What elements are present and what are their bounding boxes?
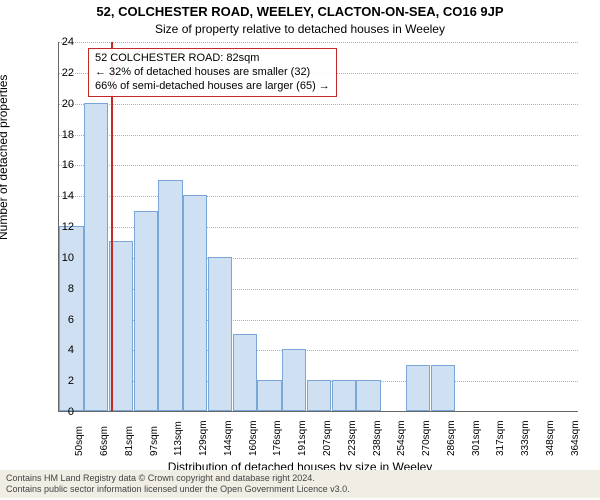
x-tick-label: 176sqm (272, 420, 283, 456)
y-tick-label: 24 (46, 36, 74, 48)
x-tick-label: 364sqm (570, 420, 581, 456)
bar (406, 365, 430, 411)
bar (208, 257, 232, 411)
bar (134, 211, 158, 411)
annotation-line: 52 COLCHESTER ROAD: 82sqm (95, 52, 330, 66)
x-tick-label: 113sqm (173, 421, 184, 456)
y-tick-label: 8 (46, 283, 74, 295)
x-tick-label: 348sqm (545, 420, 556, 456)
x-tick-label: 66sqm (99, 426, 110, 456)
gridline (59, 196, 578, 197)
reference-line (111, 42, 113, 411)
bar (356, 380, 380, 411)
x-tick-label: 81sqm (124, 426, 135, 456)
y-tick-label: 16 (46, 159, 74, 171)
footer-line-2: Contains public sector information licen… (6, 484, 594, 495)
y-tick-label: 10 (46, 252, 74, 264)
y-tick-label: 14 (46, 190, 74, 202)
bar (158, 180, 182, 411)
x-tick-label: 223sqm (347, 420, 358, 456)
x-tick-label: 270sqm (421, 420, 432, 456)
y-tick-label: 4 (46, 344, 74, 356)
x-tick-label: 129sqm (198, 420, 209, 456)
bar (307, 380, 331, 411)
plot-area (58, 42, 578, 412)
gridline (59, 42, 578, 43)
x-tick-label: 160sqm (248, 420, 259, 456)
bar (84, 103, 108, 411)
chart-title-main: 52, COLCHESTER ROAD, WEELEY, CLACTON-ON-… (0, 4, 600, 19)
bar (282, 349, 306, 411)
x-tick-label: 207sqm (322, 420, 333, 456)
bar (233, 334, 257, 411)
x-tick-label: 317sqm (495, 420, 506, 456)
y-tick-label: 22 (46, 67, 74, 79)
bar (431, 365, 455, 411)
x-tick-label: 191sqm (297, 420, 308, 456)
chart-title-sub: Size of property relative to detached ho… (0, 22, 600, 36)
y-tick-label: 6 (46, 314, 74, 326)
bar (257, 380, 281, 411)
y-tick-label: 2 (46, 375, 74, 387)
y-axis-label: Number of detached properties (0, 75, 10, 240)
gridline (59, 165, 578, 166)
x-tick-label: 144sqm (223, 420, 234, 456)
y-tick-label: 18 (46, 129, 74, 141)
y-tick-label: 12 (46, 221, 74, 233)
x-tick-label: 238sqm (372, 420, 383, 456)
x-tick-label: 301sqm (471, 420, 482, 456)
annotation-line: ← 32% of detached houses are smaller (32… (95, 66, 330, 80)
footer-line-1: Contains HM Land Registry data © Crown c… (6, 473, 594, 484)
gridline (59, 104, 578, 105)
annotation-box: 52 COLCHESTER ROAD: 82sqm← 32% of detach… (88, 48, 337, 97)
y-tick-label: 0 (46, 406, 74, 418)
gridline (59, 135, 578, 136)
x-tick-label: 286sqm (446, 420, 457, 456)
annotation-line: 66% of semi-detached houses are larger (… (95, 80, 330, 94)
bar (332, 380, 356, 411)
x-tick-label: 97sqm (149, 426, 160, 456)
x-tick-label: 254sqm (396, 420, 407, 456)
bar (183, 195, 207, 411)
y-tick-label: 20 (46, 98, 74, 110)
x-tick-label: 333sqm (520, 420, 531, 456)
x-tick-label: 50sqm (74, 426, 85, 456)
attribution-footer: Contains HM Land Registry data © Crown c… (0, 470, 600, 498)
